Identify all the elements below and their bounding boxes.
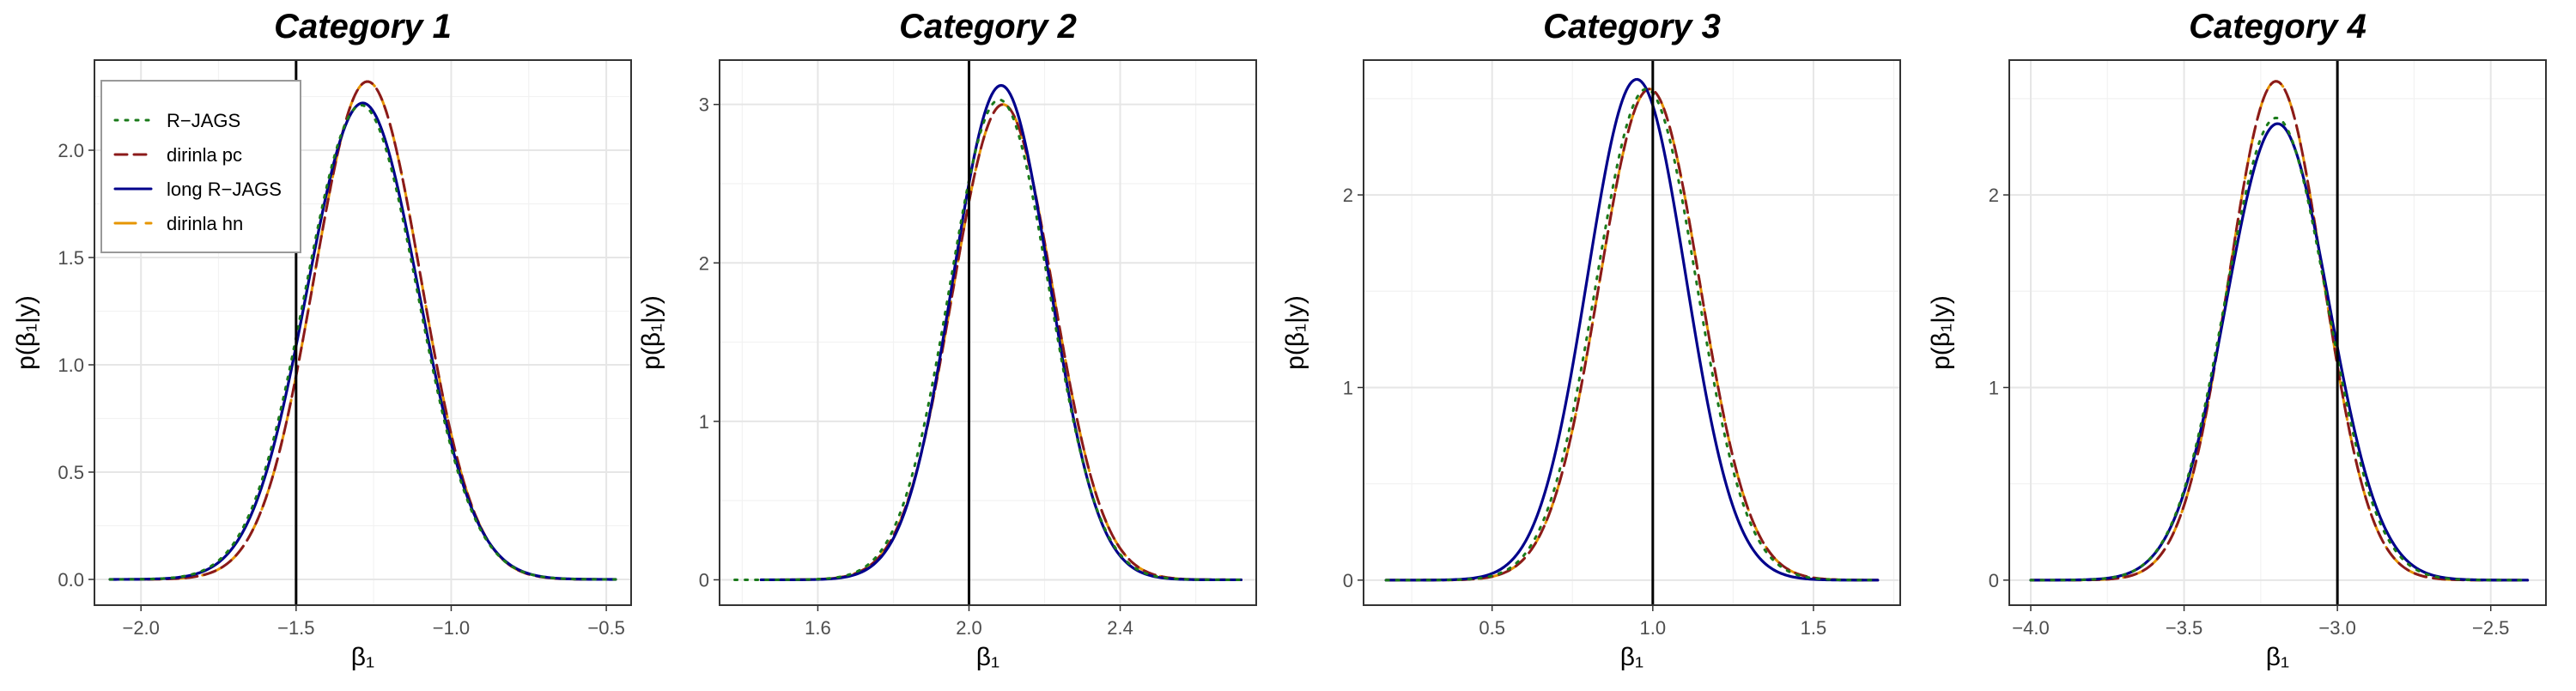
x-tick-label: 2.0 [956, 617, 982, 639]
panel-3: 0.5 1.0 1.5 0 1 2 Category 3 β₁ p(β₁|y) [1281, 8, 1901, 671]
x-axis-label: β₁ [1620, 643, 1643, 671]
curves [108, 80, 617, 581]
legend-label: R−JAGS [167, 110, 240, 131]
y-tick-label: 2 [1343, 185, 1353, 206]
panel-1: −2.0 −1.5 −1.0 −0.5 0.0 0.5 1.0 1.5 2.0 Category … [12, 8, 632, 671]
density-curve-r-jags [1384, 88, 1880, 582]
panel-title: Category 3 [1543, 8, 1721, 45]
y-tick-label: 1 [699, 411, 709, 433]
density-curve-dirinla-pc [108, 80, 617, 581]
panel-4: −4.0 −3.5 −3.0 −2.5 0 1 2 Category 4 β₁ p(β₁|y) [1927, 8, 2547, 671]
x-tick-label: −2.5 [2472, 617, 2509, 639]
legend-box [100, 80, 301, 253]
y-axis-label: p(β₁|y) [12, 295, 40, 370]
x-tick-label: −1.0 [433, 617, 470, 639]
y-tick-label: 0 [699, 569, 709, 591]
y-tick-label: 2 [1989, 185, 1999, 206]
x-tick-label: 2.4 [1107, 617, 1133, 639]
y-tick-label: 0.0 [58, 569, 84, 591]
panel-2: 1.6 2.0 2.4 0 1 2 3 Category 2 β₁ p(β₁|y) [637, 8, 1257, 671]
y-tick-label: 1 [1989, 377, 1999, 398]
y-axis-label: p(β₁|y) [1927, 295, 1955, 370]
y-tick-label: 1 [1343, 377, 1353, 398]
y-tick-label: 0 [1343, 570, 1353, 591]
plot-background [1364, 60, 1900, 605]
x-tick-label: 0.5 [1479, 617, 1505, 639]
x-tick-label: 1.5 [1801, 617, 1827, 639]
x-tick-label: −2.0 [122, 617, 159, 639]
plot-background [2009, 60, 2546, 605]
y-tick-label: 1.5 [58, 247, 84, 269]
y-tick-label: 2 [699, 252, 709, 274]
panel-title: Category 2 [899, 8, 1077, 45]
x-tick-label: −3.0 [2318, 617, 2355, 639]
density-curve-r-jags [733, 98, 1242, 581]
panel-border [94, 59, 632, 606]
panel-border [2008, 59, 2547, 606]
curves [1384, 77, 1880, 582]
x-tick-label: −1.5 [277, 617, 314, 639]
x-tick-label: −3.5 [2166, 617, 2202, 639]
panel-title: Category 1 [274, 8, 452, 45]
legend: R−JAGS dirinla pc long R−JAGS dirinla hn [100, 80, 301, 253]
x-tick-label: −0.5 [587, 617, 624, 639]
x-tick-label: 1.0 [1640, 617, 1667, 639]
density-curve-long-r-jags [759, 83, 1242, 582]
curves [2029, 80, 2530, 582]
x-axis-label: β₁ [2266, 643, 2289, 671]
y-axis-label: p(β₁|y) [637, 295, 665, 370]
density-curve-r-jags [108, 103, 617, 581]
panel-border [1363, 59, 1901, 606]
x-tick-label: −4.0 [2012, 617, 2049, 639]
panel-border [719, 59, 1257, 606]
y-axis-label: p(β₁|y) [1281, 295, 1309, 370]
plot-background [720, 60, 1256, 605]
y-tick-label: 1.0 [58, 355, 84, 376]
legend-label: long R−JAGS [167, 179, 282, 200]
x-axis-label: β₁ [351, 643, 374, 671]
legend-label: dirinla hn [167, 213, 243, 234]
curves [733, 83, 1242, 582]
density-curve-dirinla-pc [2029, 80, 2530, 582]
y-tick-label: 0.5 [58, 462, 84, 483]
density-curve-r-jags [2029, 116, 2530, 582]
panel-title: Category 4 [2189, 8, 2366, 45]
legend-label: dirinla pc [167, 144, 242, 166]
x-tick-label: 1.6 [805, 617, 831, 639]
x-axis-label: β₁ [976, 643, 999, 671]
y-tick-label: 3 [699, 94, 709, 116]
y-tick-label: 2.0 [58, 140, 84, 161]
y-tick-label: 0 [1989, 570, 1999, 591]
